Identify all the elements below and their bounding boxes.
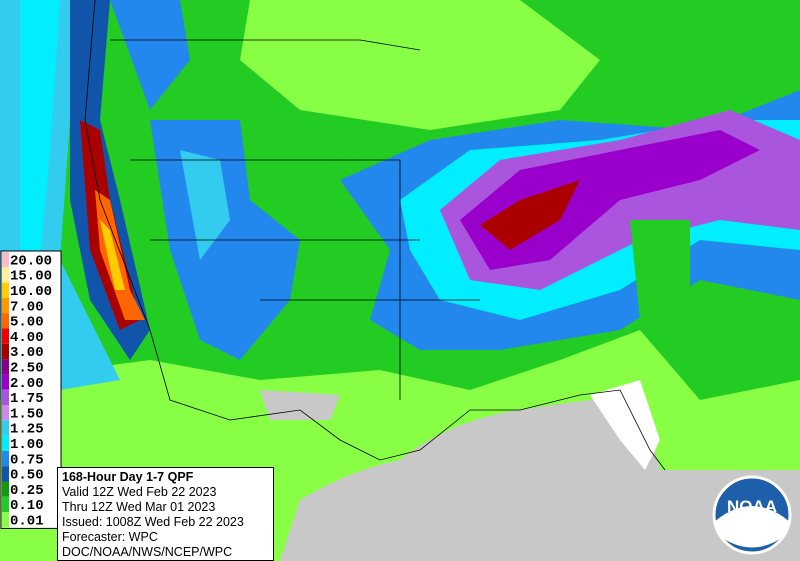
- legend-label: 4.00: [10, 330, 44, 346]
- borders: [84, 0, 666, 471]
- midwest-heavy: [480, 180, 580, 250]
- legend-swatch: [2, 297, 9, 314]
- legend-swatch: [2, 267, 9, 283]
- legend-label: 3.00: [10, 345, 44, 361]
- logo-text: NOAA: [727, 497, 777, 516]
- info-line: DOC/NOAA/NWS/NCEP/WPC: [62, 545, 233, 559]
- dry-ocean: [280, 395, 800, 561]
- legend-label: 0.25: [10, 483, 44, 499]
- dry-area: [260, 390, 340, 420]
- legend: 20.0015.0010.007.005.004.003.002.502.001…: [0, 250, 62, 529]
- legend-box: [0, 250, 62, 529]
- legend-swatch: [2, 450, 9, 467]
- info-line: Issued: 1008Z Wed Feb 22 2023: [62, 515, 244, 529]
- legend-swatch: [2, 313, 9, 329]
- legend-swatch: [2, 420, 9, 436]
- legend-swatch: [2, 435, 9, 451]
- legend-swatch: [2, 252, 9, 268]
- dry-area: [590, 380, 660, 470]
- noaa-logo: NOAA: [712, 475, 792, 555]
- legend-label: 10.00: [10, 284, 52, 300]
- legend-swatch: [2, 496, 9, 513]
- legend-label: 7.00: [10, 299, 44, 315]
- legend-label: 0.01: [10, 513, 44, 529]
- legend-swatch: [2, 466, 9, 482]
- info-title: 168-Hour Day 1-7 QPF: [62, 470, 194, 484]
- info-line: Thru 12Z Wed Mar 01 2023: [62, 500, 216, 514]
- legend-label: 0.50: [10, 468, 44, 484]
- legend-label: 20.00: [10, 253, 52, 269]
- heavy-band: [70, 0, 150, 360]
- legend-swatch: [2, 405, 9, 421]
- info-line: Forecaster: WPC: [62, 530, 158, 544]
- legend-swatch: [2, 389, 9, 405]
- legend-label: 0.75: [10, 452, 44, 468]
- info-line: Valid 12Z Wed Feb 22 2023: [62, 485, 217, 499]
- legend-swatch: [2, 343, 9, 360]
- legend-label: 1.25: [10, 422, 44, 438]
- light-precip: [240, 0, 600, 130]
- legend-label: 0.10: [10, 498, 44, 514]
- legend-label: 5.00: [10, 315, 44, 331]
- legend-label: 1.75: [10, 391, 44, 407]
- legend-swatch: [2, 328, 9, 344]
- heavy-band: [95, 190, 145, 320]
- legend-label: 1.00: [10, 437, 44, 453]
- legend-swatch: [2, 481, 9, 497]
- pacific-precip: [20, 0, 60, 260]
- legend-swatch: [2, 359, 9, 375]
- rockies-precip: [180, 150, 230, 260]
- northwest-precip: [110, 0, 190, 110]
- legend-label: 2.50: [10, 360, 44, 376]
- east-precip: [630, 220, 690, 320]
- legend-swatch: [2, 282, 9, 298]
- legend-label: 1.50: [10, 406, 44, 422]
- heavy-band: [100, 220, 125, 290]
- legend-swatch: [2, 374, 9, 390]
- legend-label: 2.00: [10, 376, 44, 392]
- legend-label: 15.00: [10, 269, 52, 285]
- legend-swatch: [2, 512, 9, 528]
- info-box: 168-Hour Day 1-7 QPF Valid 12Z Wed Feb 2…: [57, 467, 274, 561]
